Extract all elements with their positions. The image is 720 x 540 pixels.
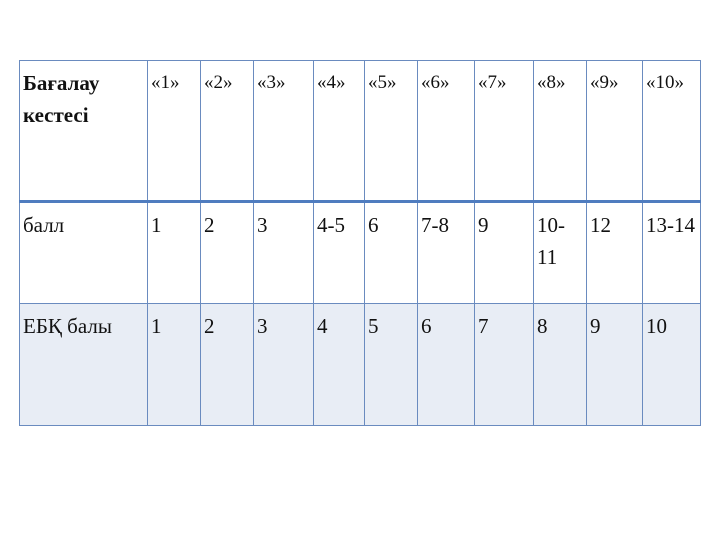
header-cell: «9» xyxy=(586,60,643,202)
table-cell: 7 xyxy=(474,303,534,426)
table-row: ЕБҚ балы 1 2 3 4 5 6 7 8 9 10 xyxy=(19,303,701,426)
header-cell: «8» xyxy=(533,60,587,202)
header-cell: «2» xyxy=(200,60,254,202)
table-cell: 1 xyxy=(147,200,201,304)
row-label-cell: ЕБҚ балы xyxy=(19,303,148,426)
header-cell: «7» xyxy=(474,60,534,202)
table-cell: 3 xyxy=(253,303,314,426)
table-cell: 6 xyxy=(417,303,475,426)
table-cell: 4 xyxy=(313,303,365,426)
header-cell: «3» xyxy=(253,60,314,202)
table-cell: 1 xyxy=(147,303,201,426)
table-cell: 9 xyxy=(586,303,643,426)
row-label-cell: Бағалау кестесі xyxy=(19,60,148,202)
table-cell: 12 xyxy=(586,200,643,304)
header-row: Бағалау кестесі «1» «2» «3» «4» «5» «6» «7» «8» «… xyxy=(19,60,701,202)
header-cell: «5» xyxy=(364,60,418,202)
table-cell: 9 xyxy=(474,200,534,304)
table-cell: 13-14 xyxy=(642,200,701,304)
header-cell: «1» xyxy=(147,60,201,202)
header-cell: «6» xyxy=(417,60,475,202)
table-cell: 6 xyxy=(364,200,418,304)
table-cell: 4-5 xyxy=(313,200,365,304)
table-cell: 2 xyxy=(200,303,254,426)
table-cell: 5 xyxy=(364,303,418,426)
grading-table: Бағалау кестесі «1» «2» «3» «4» «5» «6» «7» «8» «… xyxy=(19,60,701,426)
table-row: балл 1 2 3 4-5 6 7-8 9 10-11 12 13-14 xyxy=(19,200,701,304)
table-cell: 7-8 xyxy=(417,200,475,304)
header-cell: «4» xyxy=(313,60,365,202)
table-cell: 2 xyxy=(200,200,254,304)
table-cell: 10 xyxy=(642,303,701,426)
row-label-cell: балл xyxy=(19,200,148,304)
table-cell: 8 xyxy=(533,303,587,426)
header-cell: «10» xyxy=(642,60,701,202)
table-cell: 10-11 xyxy=(533,200,587,304)
table-cell: 3 xyxy=(253,200,314,304)
